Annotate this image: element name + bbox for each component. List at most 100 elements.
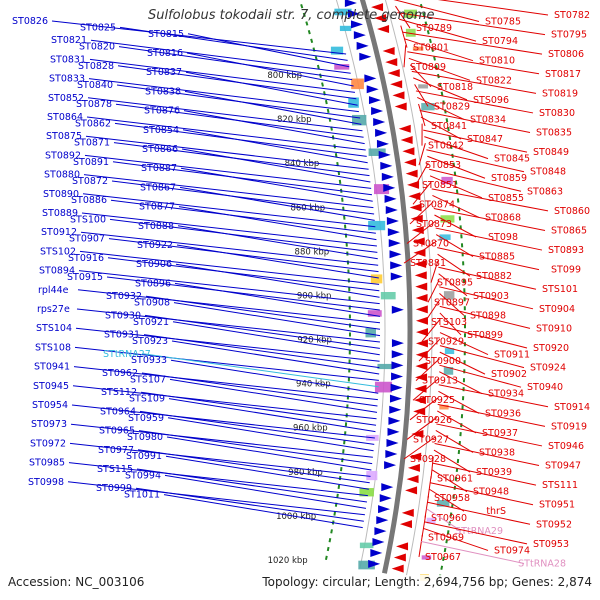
leader-line-left <box>164 474 367 509</box>
gene-arrow-reverse <box>400 136 413 145</box>
feature-block <box>412 46 424 51</box>
gene-label-right: ST0873 <box>416 219 452 230</box>
gene-arrow-reverse <box>387 69 400 78</box>
leader-line-right <box>409 64 432 88</box>
leader-line-right <box>435 227 543 251</box>
leader-line-right <box>423 527 489 551</box>
leader-line-right <box>411 70 537 94</box>
gene-arrow-reverse <box>398 124 411 133</box>
leader-line-right <box>418 103 426 127</box>
leader-line-right <box>439 286 534 310</box>
leader-line-left <box>180 167 373 202</box>
feature-block <box>421 103 435 111</box>
feature-block <box>443 291 455 300</box>
kbp-tick-label: 920 kbp <box>297 336 332 346</box>
gene-label-right: ST0953 <box>533 539 569 550</box>
leader-line-left <box>142 353 379 388</box>
gene-label-left: STS102 <box>40 246 76 257</box>
gene-label-left: ST0875 <box>46 131 82 142</box>
leader-line-right <box>412 377 440 401</box>
gene-label-left: STS112 <box>101 387 137 398</box>
gene-label-left: ST0998 <box>28 477 64 488</box>
gene-label-left: ST0892 <box>45 150 81 161</box>
leader-line-left <box>163 494 363 529</box>
leader-line-left <box>75 327 380 362</box>
gene-arrow-forward <box>373 117 386 126</box>
leader-line-right <box>412 182 432 205</box>
outer-right-ring <box>418 0 466 585</box>
leader-line-right <box>406 221 436 244</box>
gene-label-right: thrS <box>486 506 506 517</box>
leader-line-left <box>165 455 369 490</box>
gene-label-left: ST0872 <box>72 176 108 187</box>
feature-block <box>352 114 367 126</box>
leader-line-right <box>423 129 528 153</box>
gene-label-left: STS108 <box>35 342 71 353</box>
gene-label-left: ST0877 <box>139 202 175 213</box>
leader-line-left <box>185 71 358 106</box>
leader-line-right <box>407 51 540 75</box>
gene-label-left: ST0820 <box>79 42 115 53</box>
gene-label-left: ST0991 <box>126 451 162 462</box>
gene-label-right: ST0926 <box>416 415 452 426</box>
gene-label-right: ST0925 <box>419 395 455 406</box>
gene-label-left: ST0977 <box>98 445 134 456</box>
gene-arrow-forward <box>388 416 401 425</box>
gene-label-left: ST0886 <box>71 195 107 206</box>
gene-label-left: ST0931 <box>104 330 140 341</box>
leader-line-left <box>119 26 348 61</box>
leader-line-right <box>431 469 468 493</box>
gene-label-right: ST0830 <box>539 108 575 119</box>
gene-label-right: ST0967 <box>425 552 461 563</box>
leader-line-right <box>439 371 483 395</box>
feature-block <box>368 148 386 156</box>
leader-line-left <box>111 180 375 215</box>
gene-label-right: ST0801 <box>413 43 449 54</box>
gene-arrow-forward <box>384 194 397 203</box>
gene-label-right: ST0870 <box>413 239 449 250</box>
kbp-tick-label: 840 kbp <box>285 159 320 169</box>
leader-line-left <box>51 20 347 55</box>
leader-line-right <box>424 136 489 160</box>
gene-label-right: ST0919 <box>551 421 587 432</box>
gene-label-left: ST0894 <box>39 266 75 277</box>
gene-arrow-reverse <box>415 362 428 371</box>
gene-arrow-reverse <box>413 396 426 405</box>
gene-label-left: ST0907 <box>69 234 105 245</box>
gene-arrow-reverse <box>415 305 428 314</box>
gene-label-right: ST0855 <box>488 193 524 204</box>
gene-label-left: ST0915 <box>67 272 103 283</box>
gene-label-left: ST0821 <box>51 35 87 46</box>
leader-line-right <box>436 423 543 447</box>
feature-block <box>359 488 374 497</box>
kbp-tick-label: 1020 kbp <box>268 556 308 566</box>
gene-label-left: ST0852 <box>48 93 84 104</box>
leader-line-right <box>424 495 429 518</box>
leader-line-left <box>72 385 377 420</box>
feature-block <box>330 46 344 55</box>
gene-arrow-forward <box>391 372 404 381</box>
leader-line-left <box>90 39 351 74</box>
gene-label-right: ST0920 <box>533 343 569 354</box>
leader-line-right <box>403 45 407 68</box>
gene-label-right: ST0834 <box>470 114 506 125</box>
gene-label-left: rpl44e <box>38 285 69 296</box>
leader-line-right <box>434 214 477 238</box>
gene-label-right: ST0874 <box>419 199 455 210</box>
feature-block <box>418 84 429 89</box>
gene-label-left: ST0916 <box>68 253 104 264</box>
leader-line-left <box>144 314 380 349</box>
leader-line-left <box>181 148 371 183</box>
feature-block <box>348 97 359 108</box>
leader-line-right <box>424 299 441 323</box>
leader-line-right <box>421 319 441 342</box>
gene-label-right: ST0819 <box>542 88 578 99</box>
leader-line-right <box>439 364 522 388</box>
leader-line-right <box>424 521 528 545</box>
gene-label-right: ST0904 <box>539 304 575 315</box>
gene-arrow-reverse <box>399 520 412 529</box>
gene-label-right: ST0785 <box>485 17 521 28</box>
leader-line-left <box>83 174 374 209</box>
kbp-tick-label: 960 kbp <box>293 424 328 434</box>
gene-label-left: ST0833 <box>49 74 85 85</box>
